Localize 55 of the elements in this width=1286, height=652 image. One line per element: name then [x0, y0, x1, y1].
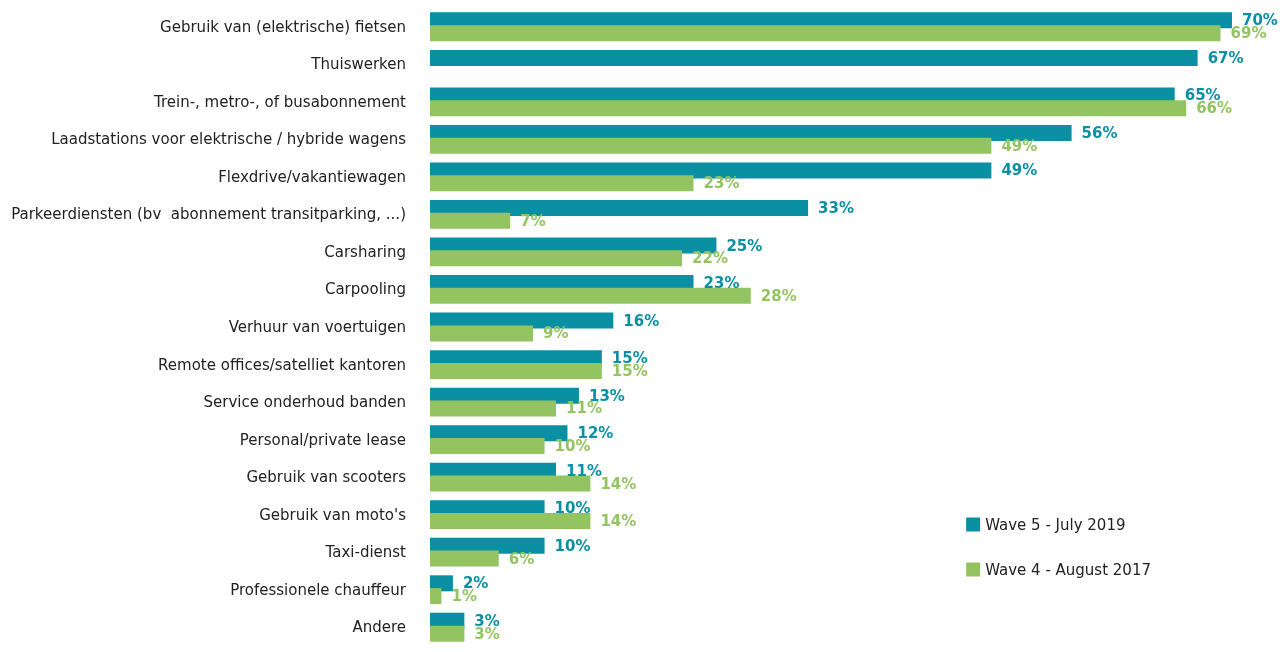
legend-label: Wave 4 - August 2017 [985, 560, 1152, 579]
y-tick-label: Gebruik van (elektrische) fietsen [160, 17, 406, 36]
data-label: 23% [703, 274, 740, 293]
y-tick-label: Service onderhoud banden [203, 393, 406, 412]
data-label: 6% [508, 549, 535, 568]
data-label: 16% [623, 311, 660, 330]
bar [430, 550, 499, 567]
data-label: 25% [726, 236, 763, 255]
bar [430, 287, 751, 304]
bar [430, 325, 534, 342]
bar [430, 212, 511, 229]
bar [430, 100, 1187, 117]
y-tick-label: Gebruik van moto's [259, 505, 407, 524]
data-label: 28% [760, 286, 797, 305]
y-tick-label: Laadstations voor elektrische / hybride wagens [51, 130, 407, 149]
y-tick-label: Thuiswerken [310, 55, 406, 74]
data-label: 14% [600, 512, 637, 531]
bar [430, 575, 453, 592]
bar [430, 513, 591, 530]
y-tick-label: Carpooling [324, 280, 406, 299]
bar [430, 400, 557, 417]
data-label: 49% [1001, 136, 1038, 155]
data-label: 33% [818, 199, 854, 218]
data-label: 67% [1207, 48, 1244, 67]
data-label: 10% [554, 536, 591, 555]
y-tick-label: Verhuur van voertuigen [228, 318, 406, 336]
data-label: 9% [543, 324, 569, 343]
data-label: 10% [554, 499, 591, 518]
bar [430, 250, 683, 267]
y-tick-label: Remote offices/satelliet kantoren [158, 355, 406, 374]
legend-label: Wave 5 - July 2019 [985, 515, 1126, 534]
data-label: 11% [566, 461, 602, 480]
y-tick-label: Gebruik van scooters [246, 468, 407, 487]
data-label: 22% [692, 249, 728, 268]
bar [430, 137, 992, 154]
y-tick-label: Flexdrive/vakantiewagen [218, 167, 406, 186]
y-tick-label: Parkeerdiensten (bv abonnement transitparking, ...) [11, 205, 406, 224]
bar [430, 625, 465, 642]
y-tick-label: Professionele chauffeur [230, 580, 407, 599]
bar [430, 49, 1198, 66]
y-tick-label: Taxi-dienst [324, 543, 407, 562]
bar [430, 437, 545, 454]
bar [430, 475, 591, 492]
data-label: 23% [703, 174, 740, 193]
bar [430, 25, 1221, 42]
bar [430, 362, 602, 379]
data-label: 56% [1081, 123, 1118, 142]
y-tick-label: Carsharing [324, 242, 406, 261]
bar [430, 588, 442, 605]
y-tick-label: Trein-, metro-, of busabonnement [152, 92, 407, 111]
data-label: 49% [1001, 161, 1038, 180]
bar [430, 175, 694, 192]
y-tick-label: Andere [352, 618, 406, 637]
y-tick-label: Personal/private lease [239, 430, 406, 449]
data-label: 7% [520, 211, 546, 230]
